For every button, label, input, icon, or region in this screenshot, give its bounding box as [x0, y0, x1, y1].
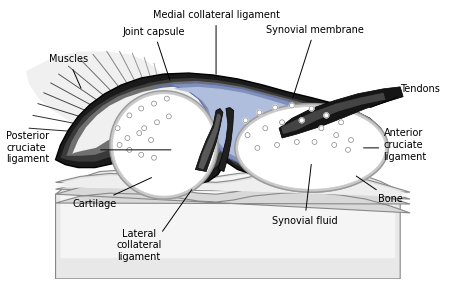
Circle shape [263, 126, 268, 131]
Polygon shape [67, 81, 367, 173]
Circle shape [312, 139, 317, 144]
Polygon shape [238, 106, 386, 189]
Text: Synovial fluid: Synovial fluid [272, 164, 338, 226]
Polygon shape [112, 94, 215, 196]
Circle shape [289, 103, 294, 108]
Polygon shape [72, 86, 358, 169]
Polygon shape [26, 51, 167, 128]
Polygon shape [213, 96, 321, 156]
Circle shape [346, 148, 351, 152]
Circle shape [152, 155, 157, 160]
Circle shape [142, 126, 147, 131]
Polygon shape [112, 94, 215, 196]
Polygon shape [110, 91, 218, 199]
Circle shape [127, 148, 132, 152]
Text: Cartilage: Cartilage [72, 178, 152, 209]
Circle shape [148, 137, 153, 142]
Polygon shape [281, 93, 386, 134]
Polygon shape [55, 167, 400, 279]
Circle shape [137, 131, 142, 135]
Text: Anterior
cruciate
ligament: Anterior cruciate ligament [383, 128, 427, 162]
Polygon shape [55, 73, 386, 186]
Circle shape [294, 139, 299, 144]
Circle shape [139, 106, 144, 111]
Circle shape [117, 142, 122, 148]
Circle shape [319, 126, 324, 131]
Polygon shape [238, 106, 386, 189]
Circle shape [139, 152, 144, 157]
Polygon shape [198, 114, 221, 169]
Circle shape [348, 137, 353, 142]
Circle shape [127, 113, 132, 118]
Polygon shape [110, 91, 218, 199]
Polygon shape [120, 89, 213, 183]
Text: Medial collateral ligament: Medial collateral ligament [153, 10, 279, 74]
Polygon shape [154, 83, 338, 167]
Polygon shape [117, 99, 210, 191]
Circle shape [274, 142, 279, 148]
Polygon shape [238, 106, 386, 189]
Circle shape [299, 118, 304, 123]
Circle shape [166, 114, 171, 119]
Circle shape [243, 118, 248, 123]
Polygon shape [161, 87, 324, 164]
Polygon shape [55, 175, 410, 197]
Circle shape [154, 120, 159, 125]
Circle shape [339, 120, 344, 125]
Circle shape [324, 113, 329, 118]
Circle shape [309, 106, 314, 111]
Text: Joint capsule: Joint capsule [123, 27, 185, 80]
Circle shape [334, 133, 339, 137]
Circle shape [273, 105, 278, 110]
Circle shape [245, 133, 250, 137]
Polygon shape [218, 108, 234, 171]
Polygon shape [195, 108, 223, 171]
Polygon shape [235, 104, 388, 192]
Circle shape [255, 146, 260, 150]
Polygon shape [55, 184, 410, 213]
Polygon shape [60, 78, 376, 178]
Polygon shape [243, 112, 381, 184]
Text: Bone: Bone [356, 176, 402, 204]
Circle shape [257, 110, 262, 115]
Polygon shape [55, 173, 410, 199]
Text: Lateral
collateral
ligament: Lateral collateral ligament [117, 229, 162, 262]
Text: Synovial membrane: Synovial membrane [266, 25, 364, 98]
Circle shape [125, 135, 130, 140]
Text: Muscles: Muscles [49, 54, 88, 88]
Polygon shape [112, 94, 215, 196]
Polygon shape [60, 169, 395, 258]
Polygon shape [279, 87, 403, 138]
Circle shape [164, 96, 169, 101]
Circle shape [115, 126, 120, 131]
Text: Posterior
cruciate
ligament: Posterior cruciate ligament [6, 131, 50, 164]
Circle shape [332, 142, 337, 148]
Text: Tendons: Tendons [370, 84, 440, 108]
Circle shape [279, 120, 284, 125]
Circle shape [152, 101, 157, 106]
Polygon shape [235, 104, 388, 192]
